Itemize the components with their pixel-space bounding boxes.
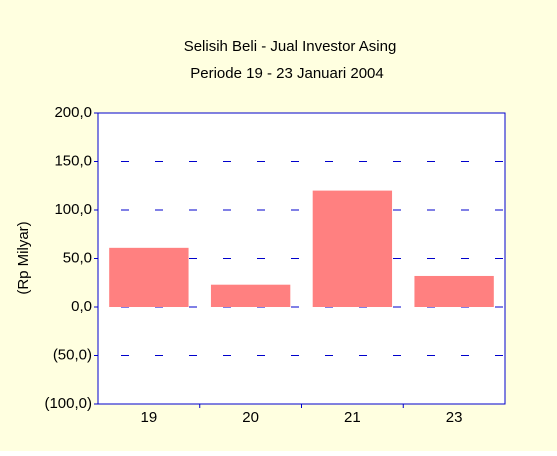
y-tick-label: 100,0 — [54, 201, 92, 218]
chart-subtitle: Periode 19 - 23 Januari 2004 — [190, 65, 383, 82]
y-tick-label: 0,0 — [71, 298, 92, 315]
bar — [109, 247, 189, 307]
bar — [312, 190, 393, 307]
y-tick-label: (100,0) — [44, 395, 92, 412]
y-tick-label: 150,0 — [54, 152, 92, 169]
x-tick-label: 19 — [141, 409, 158, 426]
chart-title: Selisih Beli - Jual Investor Asing — [184, 38, 397, 55]
bar — [210, 284, 291, 307]
bar — [414, 275, 494, 307]
x-tick-label: 23 — [446, 409, 463, 426]
x-tick-label: 20 — [242, 409, 259, 426]
y-tick-label: 200,0 — [54, 104, 92, 121]
x-tick-label: 21 — [344, 409, 361, 426]
y-tick-label: 50,0 — [63, 249, 92, 266]
y-axis-label: (Rp Milyar) — [15, 221, 32, 294]
y-tick-label: (50,0) — [53, 346, 92, 363]
